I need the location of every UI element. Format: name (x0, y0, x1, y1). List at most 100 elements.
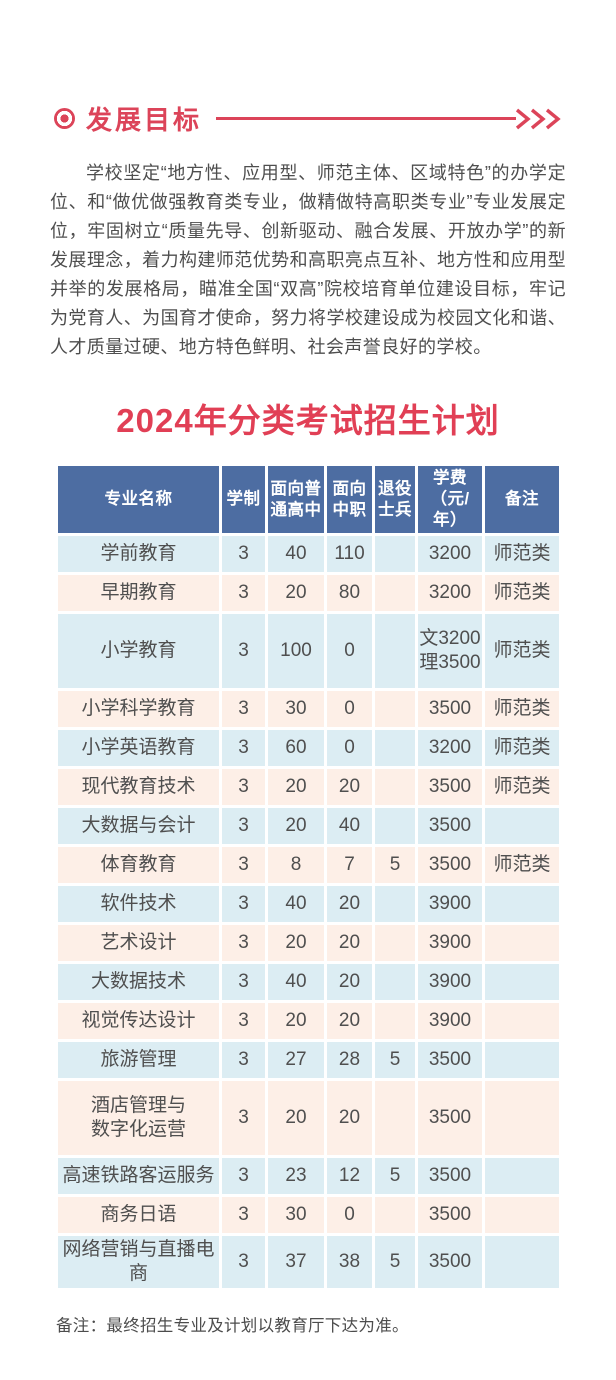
cell-tuition: 3500 (418, 769, 482, 805)
col-header-major: 专业名称 (58, 466, 219, 533)
table-row: 视觉传达设计 3 20 20 3900 (58, 1003, 562, 1039)
col-header-veterans: 退役 士兵 (375, 466, 415, 533)
cell-note: 师范类 (485, 536, 559, 572)
cell-vocational: 20 (327, 964, 372, 1000)
cell-major: 软件技术 (58, 886, 219, 922)
table-row: 小学教育 3 100 0 文3200 理3500 师范类 (58, 614, 562, 688)
cell-regular-hs: 37 (268, 1236, 324, 1288)
cell-years: 3 (222, 886, 265, 922)
table-row: 高速铁路客运服务 3 23 12 5 3500 (58, 1158, 562, 1194)
cell-note: 师范类 (485, 730, 559, 766)
cell-regular-hs: 30 (268, 691, 324, 727)
table-row: 体育教育 3 8 7 5 3500 师范类 (58, 847, 562, 883)
cell-years: 3 (222, 1042, 265, 1078)
cell-veterans: 5 (375, 1042, 415, 1078)
cell-tuition: 3500 (418, 1197, 482, 1233)
cell-years: 3 (222, 1003, 265, 1039)
cell-regular-hs: 20 (268, 769, 324, 805)
cell-veterans (375, 1197, 415, 1233)
decorative-line (216, 117, 516, 120)
cell-years: 3 (222, 536, 265, 572)
cell-veterans (375, 730, 415, 766)
cell-tuition: 3500 (418, 691, 482, 727)
table-row: 商务日语 3 30 0 3500 (58, 1197, 562, 1233)
admission-plan-table: 专业名称 学制 面向普 通高中 面向 中职 退役 士兵 学费 （元/年） 备注 … (58, 466, 562, 1288)
cell-note: 师范类 (485, 614, 559, 688)
cell-veterans (375, 536, 415, 572)
cell-major: 小学科学教育 (58, 691, 219, 727)
triple-chevron-icon (514, 106, 566, 132)
cell-tuition: 3500 (418, 1081, 482, 1155)
cell-tuition: 3900 (418, 925, 482, 961)
table-header-row: 专业名称 学制 面向普 通高中 面向 中职 退役 士兵 学费 （元/年） 备注 (58, 466, 562, 533)
cell-note: 师范类 (485, 575, 559, 611)
table-row: 学前教育 3 40 110 3200 师范类 (58, 536, 562, 572)
cell-vocational: 20 (327, 886, 372, 922)
cell-major: 小学英语教育 (58, 730, 219, 766)
cell-note (485, 925, 559, 961)
table-row: 小学科学教育 3 30 0 3500 师范类 (58, 691, 562, 727)
cell-years: 3 (222, 575, 265, 611)
cell-regular-hs: 8 (268, 847, 324, 883)
cell-years: 3 (222, 808, 265, 844)
cell-veterans (375, 925, 415, 961)
cell-years: 3 (222, 691, 265, 727)
cell-note (485, 964, 559, 1000)
cell-tuition: 3900 (418, 1003, 482, 1039)
cell-vocational: 80 (327, 575, 372, 611)
cell-tuition: 3900 (418, 886, 482, 922)
cell-note (485, 1003, 559, 1039)
cell-major: 酒店管理与 数字化运营 (58, 1081, 219, 1155)
cell-regular-hs: 100 (268, 614, 324, 688)
cell-tuition: 文3200 理3500 (418, 614, 482, 688)
col-header-tuition: 学费 （元/年） (418, 466, 482, 533)
cell-years: 3 (222, 1236, 265, 1288)
cell-major: 商务日语 (58, 1197, 219, 1233)
cell-note (485, 1236, 559, 1288)
cell-veterans (375, 769, 415, 805)
cell-tuition: 3200 (418, 730, 482, 766)
cell-regular-hs: 20 (268, 1081, 324, 1155)
cell-vocational: 40 (327, 808, 372, 844)
cell-regular-hs: 40 (268, 886, 324, 922)
table-row: 艺术设计 3 20 20 3900 (58, 925, 562, 961)
cell-major: 旅游管理 (58, 1042, 219, 1078)
cell-veterans (375, 691, 415, 727)
table-row: 大数据技术 3 40 20 3900 (58, 964, 562, 1000)
table-row: 大数据与会计 3 20 40 3500 (58, 808, 562, 844)
cell-veterans: 5 (375, 1236, 415, 1288)
table-row: 现代教育技术 3 20 20 3500 师范类 (58, 769, 562, 805)
cell-vocational: 110 (327, 536, 372, 572)
cell-vocational: 0 (327, 1197, 372, 1233)
cell-note: 师范类 (485, 847, 559, 883)
cell-note (485, 1197, 559, 1233)
table-row: 小学英语教育 3 60 0 3200 师范类 (58, 730, 562, 766)
cell-note (485, 1081, 559, 1155)
cell-tuition: 3500 (418, 847, 482, 883)
cell-regular-hs: 40 (268, 536, 324, 572)
cell-tuition: 3500 (418, 1236, 482, 1288)
col-header-vocational: 面向 中职 (327, 466, 372, 533)
table-row: 网络营销与直播电商 3 37 38 5 3500 (58, 1236, 562, 1288)
cell-regular-hs: 20 (268, 1003, 324, 1039)
intro-paragraph: 学校坚定“地方性、应用型、师范主体、区域特色”的办学定位、和“做优做强教育类专业… (50, 163, 566, 357)
cell-vocational: 0 (327, 730, 372, 766)
col-header-regular-hs: 面向普 通高中 (268, 466, 324, 533)
cell-major: 小学教育 (58, 614, 219, 688)
cell-veterans (375, 575, 415, 611)
cell-note (485, 886, 559, 922)
table-row: 旅游管理 3 27 28 5 3500 (58, 1042, 562, 1078)
col-header-note: 备注 (485, 466, 559, 533)
cell-regular-hs: 27 (268, 1042, 324, 1078)
cell-veterans (375, 614, 415, 688)
cell-veterans: 5 (375, 847, 415, 883)
cell-vocational: 20 (327, 769, 372, 805)
cell-note (485, 1042, 559, 1078)
table-row: 软件技术 3 40 20 3900 (58, 886, 562, 922)
cell-regular-hs: 20 (268, 925, 324, 961)
section-title: 发展目标 (86, 105, 203, 135)
cell-years: 3 (222, 964, 265, 1000)
cell-regular-hs: 60 (268, 730, 324, 766)
cell-regular-hs: 30 (268, 1197, 324, 1233)
cell-years: 3 (222, 1158, 265, 1194)
